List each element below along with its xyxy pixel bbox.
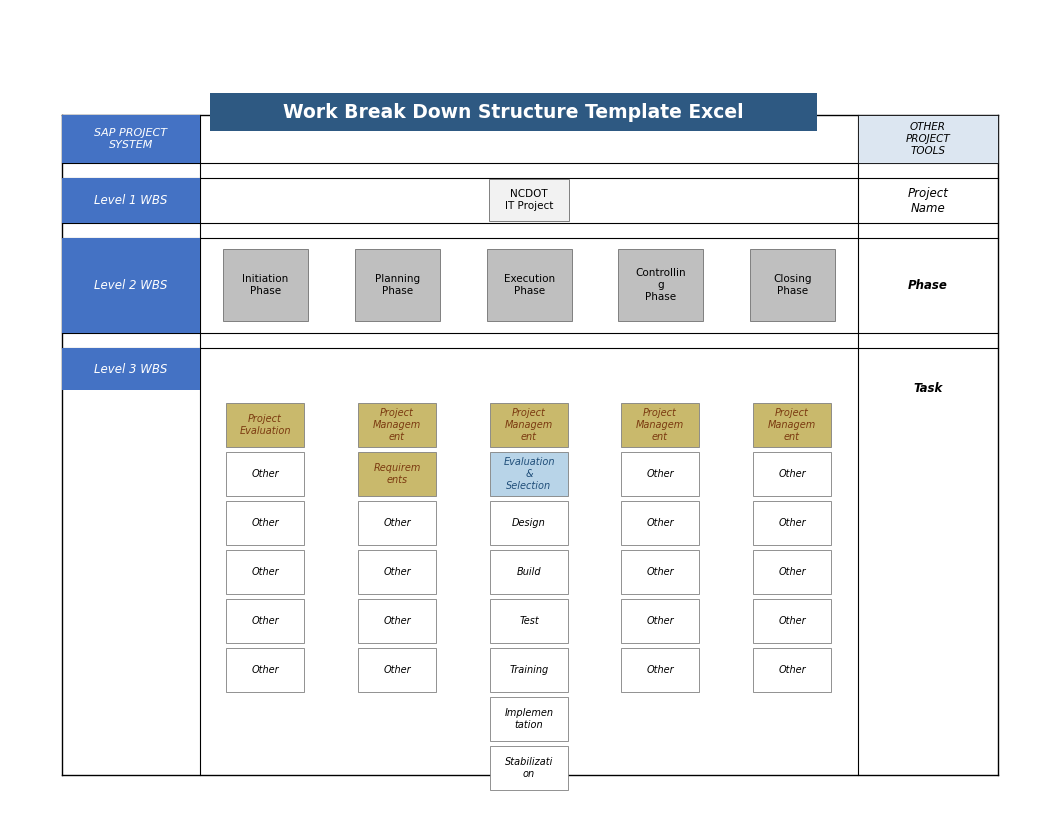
Text: Requirem
ents: Requirem ents	[373, 463, 421, 484]
Text: Build: Build	[517, 567, 541, 577]
FancyBboxPatch shape	[226, 599, 304, 643]
FancyBboxPatch shape	[490, 746, 568, 790]
Text: Other: Other	[252, 518, 279, 528]
FancyBboxPatch shape	[358, 599, 435, 643]
Text: Other: Other	[778, 518, 805, 528]
Text: Test: Test	[519, 616, 539, 626]
Text: Work Break Down Structure Template Excel: Work Break Down Structure Template Excel	[283, 102, 744, 122]
Text: Other: Other	[384, 518, 411, 528]
FancyBboxPatch shape	[355, 249, 440, 321]
Text: Phase: Phase	[908, 279, 948, 292]
FancyBboxPatch shape	[622, 648, 699, 692]
FancyBboxPatch shape	[490, 550, 568, 594]
Text: Level 3 WBS: Level 3 WBS	[94, 363, 168, 376]
FancyBboxPatch shape	[487, 249, 572, 321]
Text: Project
Managem
ent: Project Managem ent	[636, 408, 684, 442]
FancyBboxPatch shape	[223, 249, 308, 321]
Text: Other: Other	[646, 567, 673, 577]
Text: Controllin
g
Phase: Controllin g Phase	[635, 269, 686, 301]
FancyBboxPatch shape	[490, 403, 568, 447]
Text: SAP PROJECT
SYSTEM: SAP PROJECT SYSTEM	[94, 128, 167, 150]
FancyBboxPatch shape	[226, 403, 304, 447]
Text: Project
Managem
ent: Project Managem ent	[373, 408, 421, 442]
Text: Other: Other	[384, 616, 411, 626]
FancyBboxPatch shape	[490, 648, 568, 692]
Text: Stabilizati
on: Stabilizati on	[505, 757, 553, 779]
Text: Other: Other	[778, 567, 805, 577]
Text: Project
Managem
ent: Project Managem ent	[505, 408, 553, 442]
FancyBboxPatch shape	[358, 452, 435, 496]
Text: Execution
Phase: Execution Phase	[504, 275, 555, 296]
FancyBboxPatch shape	[62, 348, 200, 390]
Text: Evaluation
&
Selection: Evaluation & Selection	[503, 458, 555, 490]
FancyBboxPatch shape	[622, 403, 699, 447]
Text: NCDOT
IT Project: NCDOT IT Project	[505, 190, 553, 211]
FancyBboxPatch shape	[62, 178, 200, 223]
FancyBboxPatch shape	[753, 501, 831, 545]
FancyBboxPatch shape	[62, 115, 200, 163]
FancyBboxPatch shape	[358, 648, 435, 692]
Text: Implemen
tation: Implemen tation	[504, 708, 554, 730]
Text: Level 1 WBS: Level 1 WBS	[94, 194, 168, 207]
Text: Other: Other	[252, 616, 279, 626]
Text: Project
Managem
ent: Project Managem ent	[767, 408, 816, 442]
FancyBboxPatch shape	[618, 249, 703, 321]
Text: Other: Other	[646, 665, 673, 675]
FancyBboxPatch shape	[753, 452, 831, 496]
Text: Other: Other	[646, 469, 673, 479]
FancyBboxPatch shape	[622, 452, 699, 496]
Text: Training: Training	[509, 665, 549, 675]
Text: Project
Evaluation: Project Evaluation	[239, 414, 291, 435]
FancyBboxPatch shape	[489, 179, 569, 221]
FancyBboxPatch shape	[753, 550, 831, 594]
Text: Planning
Phase: Planning Phase	[375, 275, 420, 296]
FancyBboxPatch shape	[490, 452, 568, 496]
Text: Other: Other	[252, 469, 279, 479]
Text: Project
Name: Project Name	[908, 186, 948, 215]
FancyBboxPatch shape	[490, 697, 568, 741]
Text: Other: Other	[252, 567, 279, 577]
FancyBboxPatch shape	[750, 249, 835, 321]
Text: Other: Other	[778, 469, 805, 479]
FancyBboxPatch shape	[753, 403, 831, 447]
FancyBboxPatch shape	[226, 452, 304, 496]
FancyBboxPatch shape	[210, 93, 817, 131]
FancyBboxPatch shape	[622, 550, 699, 594]
FancyBboxPatch shape	[490, 599, 568, 643]
Text: Other: Other	[646, 616, 673, 626]
FancyBboxPatch shape	[490, 501, 568, 545]
Text: Closing
Phase: Closing Phase	[774, 275, 812, 296]
Text: Design: Design	[513, 518, 545, 528]
FancyBboxPatch shape	[62, 238, 200, 333]
FancyBboxPatch shape	[358, 501, 435, 545]
FancyBboxPatch shape	[358, 403, 435, 447]
FancyBboxPatch shape	[226, 550, 304, 594]
Text: Other: Other	[384, 665, 411, 675]
Text: Other: Other	[384, 567, 411, 577]
FancyBboxPatch shape	[753, 648, 831, 692]
Text: Other: Other	[778, 665, 805, 675]
FancyBboxPatch shape	[226, 648, 304, 692]
FancyBboxPatch shape	[622, 599, 699, 643]
Text: Initiation
Phase: Initiation Phase	[242, 275, 289, 296]
FancyBboxPatch shape	[226, 501, 304, 545]
FancyBboxPatch shape	[858, 115, 998, 163]
Text: Level 2 WBS: Level 2 WBS	[94, 279, 168, 292]
Text: Task: Task	[913, 382, 943, 395]
Text: Other: Other	[778, 616, 805, 626]
FancyBboxPatch shape	[358, 550, 435, 594]
Text: Other: Other	[646, 518, 673, 528]
Text: OTHER
PROJECT
TOOLS: OTHER PROJECT TOOLS	[906, 123, 950, 155]
FancyBboxPatch shape	[753, 599, 831, 643]
Text: Other: Other	[252, 665, 279, 675]
FancyBboxPatch shape	[622, 501, 699, 545]
